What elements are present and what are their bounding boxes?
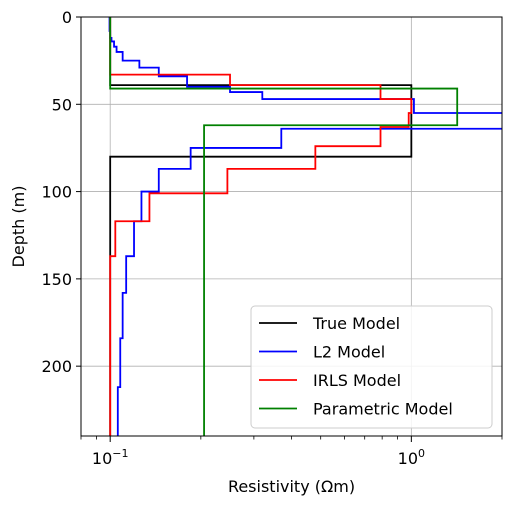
x-tick-label: 10−1 [92,447,129,468]
y-tick-label: 50 [52,95,72,114]
series-line-parametric-model [109,17,459,436]
legend-label-l2-model: L2 Model [313,343,385,362]
legend-label-irls-model: IRLS Model [313,371,401,390]
legend: True Model L2 Model IRLS Model Parametri… [250,305,493,429]
y-tick-label: 150 [41,270,72,289]
series-line-irls-model [109,17,413,436]
series-line-l2-model [108,17,502,436]
legend-label-true-model: True Model [312,314,400,333]
y-axis-label: Depth (m) [9,186,28,268]
y-tick-label: 100 [41,183,72,202]
x-tick-label: 100 [398,447,425,468]
axis-ticks: 0 50 100 150 200 10−1 100 [41,8,503,468]
legend-label-parametric-model: Parametric Model [313,400,453,419]
y-tick-label: 200 [41,357,72,376]
series-group [108,17,502,436]
y-tick-label: 0 [62,8,72,27]
x-axis-label: Resistivity (Ωm) [228,477,355,496]
legend-box [250,305,493,429]
